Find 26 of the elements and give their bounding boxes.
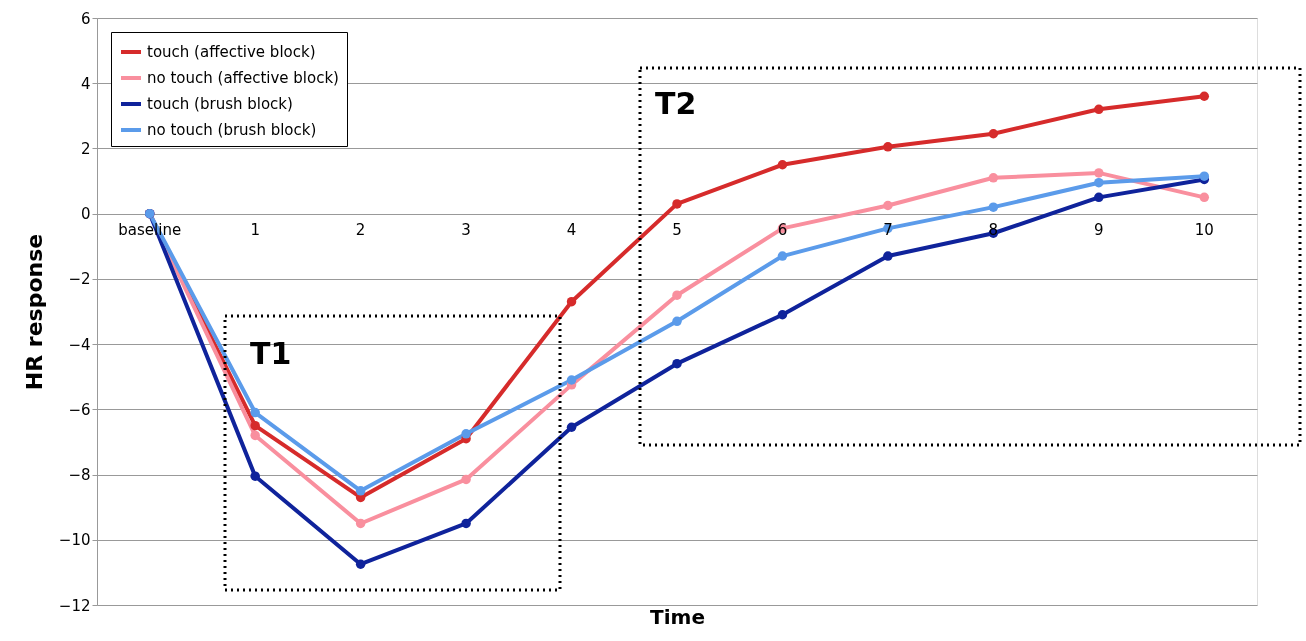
x-axis-title: Time: [650, 604, 705, 629]
y-tick-label: −2: [68, 270, 91, 289]
y-tick-label: −4: [68, 335, 91, 354]
x-tick-label: 9: [1094, 220, 1104, 239]
y-tick-label: 0: [80, 205, 91, 224]
annotation: T2: [655, 86, 697, 121]
y-tick-label: −8: [68, 466, 91, 485]
x-tick-label: 10: [1194, 220, 1214, 239]
legend-label: touch (affective block): [147, 43, 316, 61]
y-tick-label: −6: [68, 400, 91, 419]
y-axis-title: HR response: [21, 233, 47, 391]
annotation: T1: [250, 336, 292, 371]
y-tick-label: −10: [58, 531, 91, 550]
legend-label: touch (brush block): [147, 95, 293, 113]
legend-label: no touch (affective block): [147, 69, 339, 87]
y-tick-label: 6: [80, 9, 91, 28]
x-tick-label: 5: [672, 220, 682, 239]
x-tick-label: 1: [250, 220, 260, 239]
x-tick-label: 3: [461, 220, 471, 239]
y-tick-label: 2: [80, 139, 91, 158]
y-tick-label: −12: [58, 596, 91, 615]
legend-label: no touch (brush block): [147, 121, 317, 139]
y-tick-label: 4: [80, 74, 91, 93]
x-tick-label: 4: [566, 220, 577, 239]
x-tick-label: 6: [777, 220, 788, 239]
x-tick-label: 2: [355, 220, 366, 239]
